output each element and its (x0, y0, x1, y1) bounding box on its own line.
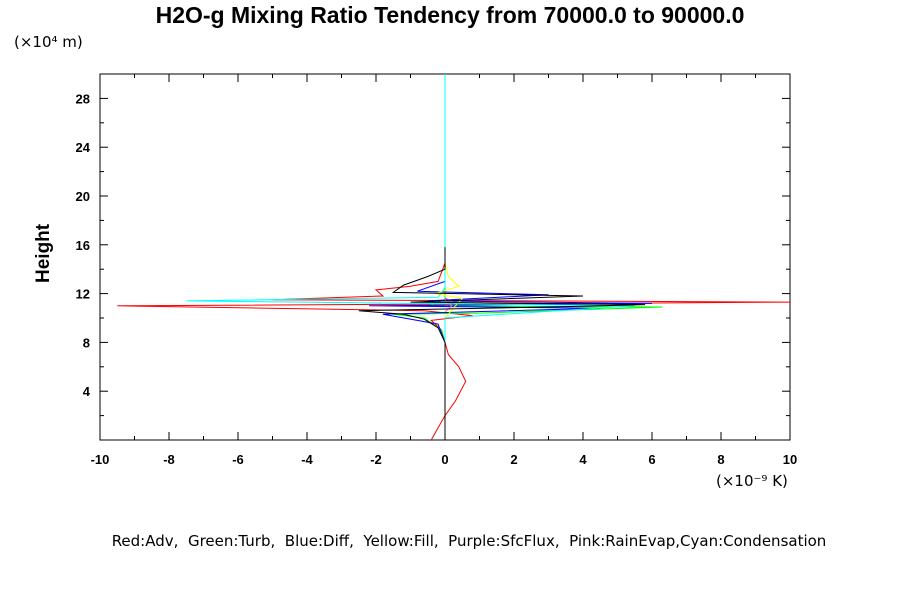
x-tick-label: 2 (510, 452, 517, 467)
x-tick-label: -6 (232, 452, 244, 467)
x-tick-label: -10 (91, 452, 110, 467)
x-tick-label: -8 (163, 452, 175, 467)
x-axis-units: (×10⁻⁹ K) (716, 472, 788, 490)
legend: Red:Adv, Green:Turb, Blue:Diff, Yellow:F… (111, 532, 827, 550)
y-tick-label: 12 (76, 287, 90, 302)
y-tick-label: 8 (83, 335, 90, 350)
chart-title: H2O-g Mixing Ratio Tendency from 70000.0… (155, 2, 745, 28)
x-tick-label: 0 (441, 452, 448, 467)
x-tick-label: 8 (717, 452, 724, 467)
series-line-condensation (186, 74, 635, 440)
y-tick-label: 20 (76, 189, 90, 204)
y-tick-label: 28 (76, 91, 90, 106)
x-tick-label: 4 (579, 452, 587, 467)
x-tick-label: -4 (301, 452, 313, 467)
y-tick-label: 4 (83, 384, 91, 399)
x-tick-label: -2 (370, 452, 382, 467)
y-axis-units: (×10⁴ m) (14, 33, 83, 51)
series-line-adv (117, 244, 790, 440)
x-tick-label: 6 (648, 452, 655, 467)
x-tick-label: 10 (783, 452, 797, 467)
series-line-rainevap (444, 299, 453, 313)
y-tick-label: 16 (76, 238, 90, 253)
y-tick-label: 24 (76, 140, 91, 155)
series-line-total (358, 247, 646, 440)
